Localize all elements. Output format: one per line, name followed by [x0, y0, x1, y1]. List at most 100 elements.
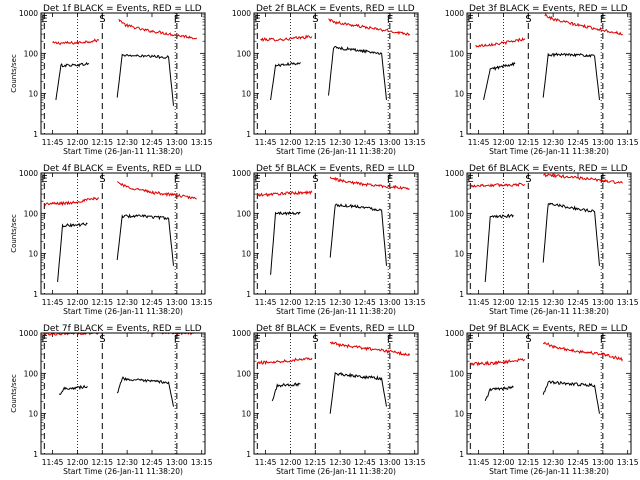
- panel-title: Det 3f BLACK = Events, RED = LLD: [469, 4, 628, 14]
- event-marker-label: S: [99, 174, 105, 185]
- y-tick-label: 10: [241, 410, 251, 419]
- x-tick-label: 12:15: [91, 298, 113, 307]
- events-series-line: [484, 385, 514, 401]
- y-axis-label: Counts/sec: [10, 214, 18, 253]
- y-tick-label: 1000: [19, 9, 38, 18]
- events-series-line: [116, 213, 174, 266]
- y-tick-label: 10: [454, 90, 464, 99]
- x-tick-label: 11:45: [255, 138, 277, 147]
- x-tick-label: 12:00: [67, 458, 89, 467]
- detector-panel: Det 6f BLACK = Events, RED = LLD 1 10 100 10…: [445, 164, 639, 316]
- x-tick-label: 13:15: [404, 458, 426, 467]
- lld-series-line: [475, 37, 526, 48]
- y-tick-label: 10: [28, 410, 38, 419]
- y-tick-label: 100: [450, 209, 465, 218]
- x-tick-label: 12:45: [567, 298, 589, 307]
- x-tick-label: 12:45: [141, 298, 163, 307]
- event-marker-label: E: [467, 14, 473, 25]
- panel-title: Det 1f BLACK = Events, RED = LLD: [43, 4, 202, 14]
- plot-frame: [40, 172, 206, 295]
- y-tick-label: 100: [237, 209, 252, 218]
- lld-series-line: [542, 341, 624, 362]
- plot-frame: [466, 172, 632, 295]
- x-tick-label: 12:30: [116, 298, 138, 307]
- x-tick-label: 12:15: [304, 138, 326, 147]
- panel-title: Det 8f BLACK = Events, RED = LLD: [256, 324, 415, 334]
- y-tick-label: 10: [28, 90, 38, 99]
- y-tick-label: 10: [454, 250, 464, 259]
- lld-series-line: [329, 176, 410, 191]
- detector-panel: Det 2f BLACK = Events, RED = LLD 1 10 100 10…: [232, 4, 426, 156]
- event-marker-label: E: [600, 174, 606, 185]
- x-axis-label: Start Time (26-Jan-11 11:38:20): [276, 467, 396, 476]
- event-marker-label: E: [174, 174, 180, 185]
- x-tick-label: 12:15: [517, 458, 539, 467]
- event-marker-label: E: [387, 334, 393, 345]
- y-tick-label: 1: [459, 450, 464, 459]
- x-axis-label: Start Time (26-Jan-11 11:38:20): [489, 467, 609, 476]
- y-tick-label: 10: [454, 410, 464, 419]
- event-marker-label: S: [312, 14, 318, 25]
- plot-frame: [40, 332, 206, 455]
- events-series-line: [483, 61, 516, 101]
- y-tick-label: 1: [246, 130, 251, 139]
- x-tick-label: 11:45: [42, 138, 64, 147]
- x-axis-label: Start Time (26-Jan-11 11:38:20): [63, 307, 183, 316]
- y-tick-label: 10: [241, 90, 251, 99]
- event-marker-label: S: [525, 14, 531, 25]
- lld-series-line: [328, 18, 411, 36]
- x-tick-label: 12:30: [329, 458, 351, 467]
- x-tick-label: 12:45: [567, 138, 589, 147]
- x-tick-label: 12:45: [141, 458, 163, 467]
- lld-series-line: [118, 18, 198, 40]
- y-tick-label: 100: [24, 209, 39, 218]
- detector-panel: Det 5f BLACK = Events, RED = LLD 1 10 100 10…: [232, 164, 426, 316]
- events-series-line: [116, 376, 174, 407]
- x-tick-label: 12:00: [280, 298, 302, 307]
- x-tick-label: 12:00: [280, 138, 302, 147]
- x-tick-label: 13:00: [592, 138, 614, 147]
- y-tick-label: 100: [450, 49, 465, 58]
- events-series-line: [57, 222, 88, 282]
- x-tick-label: 13:00: [592, 298, 614, 307]
- x-tick-label: 11:45: [468, 298, 490, 307]
- y-tick-label: 1: [246, 450, 251, 459]
- event-marker-label: S: [525, 334, 531, 345]
- events-series-line: [271, 382, 301, 402]
- x-tick-label: 12:00: [493, 458, 515, 467]
- y-tick-label: 100: [237, 49, 252, 58]
- event-marker-label: E: [41, 174, 47, 185]
- x-axis-label: Start Time (26-Jan-11 11:38:20): [63, 467, 183, 476]
- event-marker-label: E: [600, 334, 606, 345]
- x-tick-label: 13:15: [191, 298, 213, 307]
- events-series-line: [329, 371, 387, 414]
- x-tick-label: 13:00: [379, 298, 401, 307]
- x-tick-label: 12:00: [493, 298, 515, 307]
- event-marker-label: E: [254, 334, 260, 345]
- x-tick-label: 12:00: [280, 458, 302, 467]
- x-tick-label: 12:45: [567, 458, 589, 467]
- event-marker-label: S: [525, 174, 531, 185]
- y-tick-label: 100: [450, 369, 465, 378]
- event-marker-label: E: [174, 334, 180, 345]
- panel-title: Det 9f BLACK = Events, RED = LLD: [469, 324, 628, 334]
- lld-series-line: [470, 358, 526, 367]
- events-series-line: [58, 384, 88, 396]
- y-tick-label: 1: [459, 130, 464, 139]
- lld-series-line: [52, 38, 100, 46]
- event-marker-label: E: [254, 14, 260, 25]
- y-tick-label: 1: [33, 130, 38, 139]
- y-tick-label: 1000: [232, 169, 251, 178]
- events-series-line: [270, 61, 301, 100]
- x-tick-label: 13:15: [404, 138, 426, 147]
- lld-series-line: [260, 34, 313, 42]
- x-tick-label: 12:15: [517, 138, 539, 147]
- plot-frame: [253, 12, 419, 135]
- lld-series-line: [329, 341, 411, 357]
- detector-panel: Det 8f BLACK = Events, RED = LLD 1 10 100 10…: [232, 324, 426, 476]
- x-tick-label: 11:45: [255, 458, 277, 467]
- x-axis-label: Start Time (26-Jan-11 11:38:20): [63, 147, 183, 156]
- x-tick-label: 13:15: [404, 298, 426, 307]
- y-tick-label: 1: [33, 290, 38, 299]
- x-tick-label: 13:00: [166, 138, 188, 147]
